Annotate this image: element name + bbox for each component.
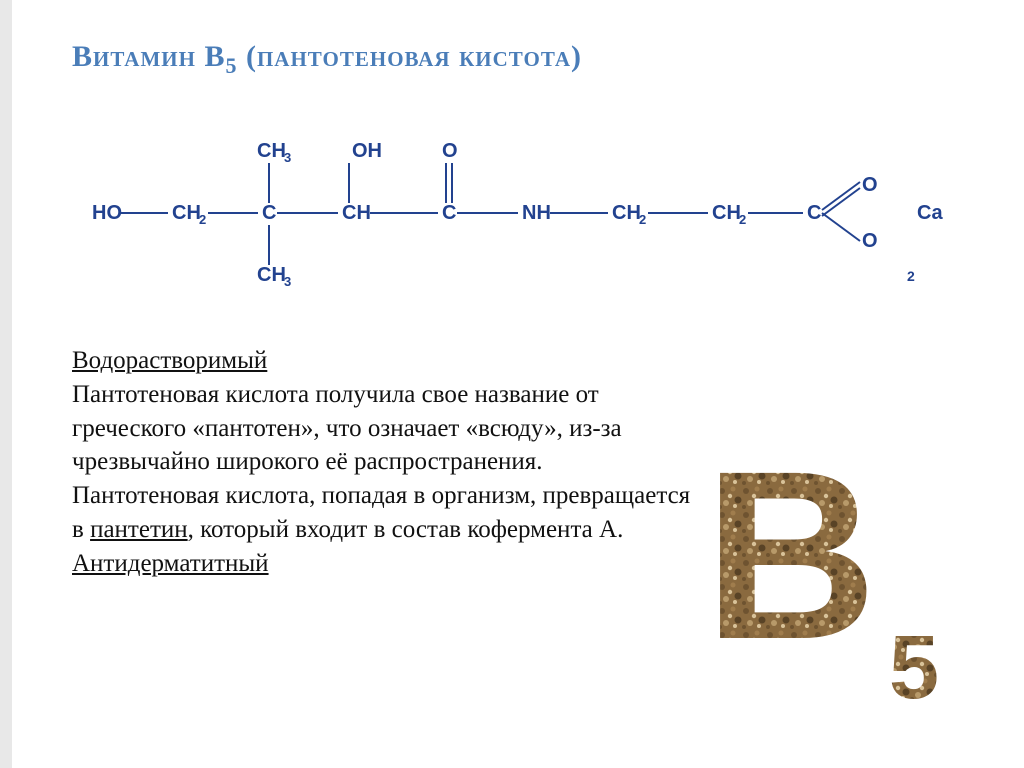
body-line: Пантотеновая кислота, попадая в организм… [72, 482, 690, 543]
decor-subscript: 5 [889, 618, 939, 708]
title-main: Витамин В [72, 40, 225, 73]
body-line-underlined: Водорастворимый [72, 347, 267, 374]
vitamin-b5-graphic: В 5 [694, 438, 964, 708]
svg-text:2: 2 [739, 212, 746, 227]
title-paren: (пантотеновая кистота) [237, 40, 582, 73]
svg-text:HO: HO [92, 202, 122, 224]
svg-text:OH: OH [352, 140, 382, 162]
svg-text:Ca: Ca [917, 202, 943, 224]
body-text: Водорастворимый Пантотеновая кислота полу… [72, 344, 692, 580]
title-subscript: 5 [225, 53, 237, 78]
svg-text:3: 3 [284, 150, 291, 165]
body-line-underlined: Антидерматитный [72, 550, 269, 577]
slide: Витамин В5 (пантотеновая кистота) HOCH2C… [0, 0, 1024, 768]
svg-text:3: 3 [284, 274, 291, 289]
svg-text:CH: CH [712, 202, 741, 224]
svg-text:CH: CH [612, 202, 641, 224]
svg-text:CH: CH [257, 140, 286, 162]
svg-text:O: O [862, 174, 878, 196]
svg-text:CH: CH [172, 202, 201, 224]
formula-svg: HOCH2CCH3CH3CHOHCONHCH2CH2COOCa2 [72, 119, 972, 299]
svg-text:2: 2 [639, 212, 646, 227]
svg-text:NH: NH [522, 202, 551, 224]
page-title: Витамин В5 (пантотеновая кистота) [72, 40, 974, 79]
svg-text:O: O [862, 230, 878, 252]
svg-text:C: C [807, 202, 821, 224]
svg-text:2: 2 [907, 268, 915, 284]
svg-text:C: C [262, 202, 276, 224]
body-line: Пантотеновая кислота получила свое назва… [72, 381, 622, 476]
decor-letter: В [704, 438, 877, 689]
svg-text:CH: CH [342, 202, 371, 224]
svg-text:O: O [442, 140, 458, 162]
decor-svg: В 5 [694, 438, 964, 708]
chemical-formula: HOCH2CCH3CH3CHOHCONHCH2CH2COOCa2 [72, 119, 974, 299]
svg-text:CH: CH [257, 264, 286, 286]
svg-text:2: 2 [199, 212, 206, 227]
svg-text:C: C [442, 202, 456, 224]
